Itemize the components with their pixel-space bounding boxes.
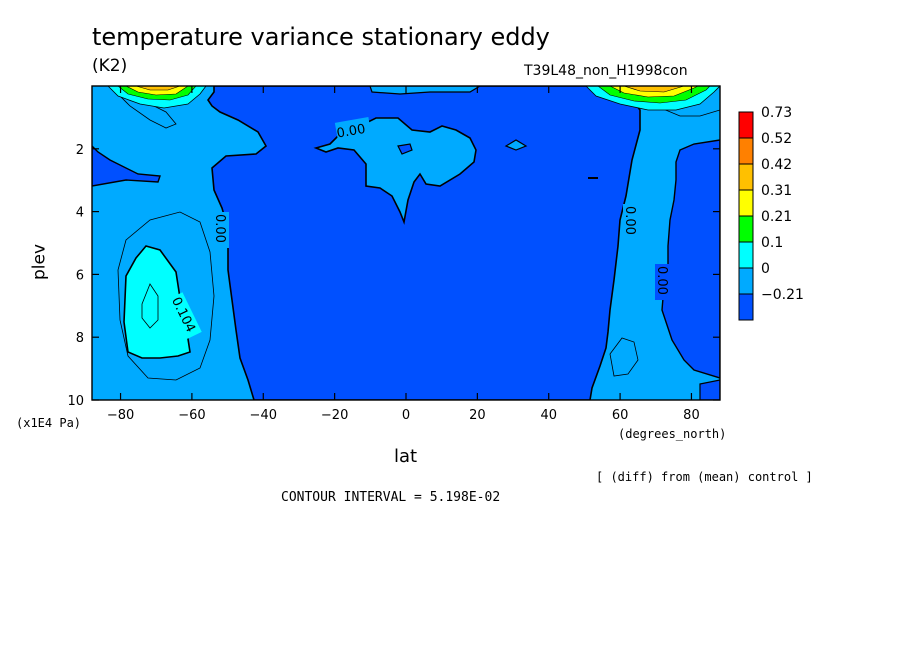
contour-label-right-2: 0.00 (654, 266, 669, 295)
colorbar-swatch (738, 189, 754, 217)
contour-fields: 0.00 0.00 0.00 0.00 0.104 (92, 86, 720, 400)
colorbar-label: 0.73 (761, 105, 792, 121)
contour-left-inner (141, 283, 159, 329)
x-tick-label: 20 (469, 408, 486, 423)
x-tick-label: −80 (107, 408, 134, 423)
y-tick-label: 6 (76, 268, 84, 283)
contour-label-right: 0.00 (622, 206, 637, 235)
colorbar-swatch (738, 111, 754, 139)
colorbar-swatch (738, 267, 754, 295)
field-top-strip (369, 86, 482, 95)
field-top-island-hole (397, 143, 413, 155)
contour-right-loop (609, 337, 639, 377)
field-top-island (313, 117, 477, 225)
y-tick-label: 10 (67, 394, 84, 409)
field-top-right-orange (623, 86, 685, 93)
colorbar-swatch (738, 137, 754, 165)
x-tick-label: −40 (250, 408, 277, 423)
field-small-island (504, 139, 528, 151)
colorbar-label: 0.31 (761, 183, 792, 199)
contour-interval: CONTOUR INTERVAL = 5.198E-02 (281, 490, 501, 505)
field-left-negative (92, 145, 161, 187)
field-top-left-orange (135, 86, 181, 91)
x-tick-label: −60 (178, 408, 205, 423)
y-tick-label: 8 (76, 331, 84, 346)
x-ticks: −80 −60 −40 −20 0 20 40 60 80 (107, 86, 700, 423)
x-tick-label: 60 (612, 408, 629, 423)
field-left-high (123, 245, 191, 359)
y-axis-unit: (x1E4 Pa) (16, 416, 82, 430)
colorbar-swatch (738, 293, 754, 321)
y-tick-label: 2 (76, 143, 84, 158)
colorbar-label: 0.42 (761, 157, 792, 173)
contour-label-top: 0.00 (336, 122, 367, 142)
chart-title: temperature variance stationary eddy (92, 23, 550, 51)
colorbar: 0.73 0.52 0.42 0.31 0.21 0.1 0 −0.21 (738, 105, 804, 321)
colorbar-swatch (738, 215, 754, 243)
colorbar-label: 0.52 (761, 131, 792, 147)
run-label: T39L48_non_H1998con (524, 63, 688, 79)
field-bottom-right-negative (699, 379, 720, 400)
colorbar-label: 0.1 (761, 235, 783, 251)
x-axis-unit: (degrees_north) (618, 427, 727, 441)
contour-label-left: 0.00 (212, 214, 227, 243)
diff-note: [ (diff) from (mean) control ] (596, 470, 813, 484)
colorbar-label: −0.21 (761, 287, 804, 303)
x-tick-label: 40 (540, 408, 557, 423)
field-right-negative (661, 139, 720, 379)
contour-left-low (117, 211, 215, 381)
colorbar-swatch (738, 163, 754, 191)
x-axis-label: lat (394, 446, 418, 467)
contour-right-edge (655, 105, 720, 117)
colorbar-swatch (738, 241, 754, 269)
x-tick-label: 0 (402, 408, 410, 423)
y-ticks: 2 4 6 8 10 (67, 143, 720, 409)
colorbar-label: 0.21 (761, 209, 792, 225)
y-tick-label: 4 (76, 206, 84, 221)
chart-units: (K2) (92, 56, 128, 76)
x-tick-label: 80 (683, 408, 700, 423)
x-tick-label: −20 (321, 408, 348, 423)
colorbar-label: 0 (761, 261, 770, 277)
field-central-negative (207, 86, 641, 400)
